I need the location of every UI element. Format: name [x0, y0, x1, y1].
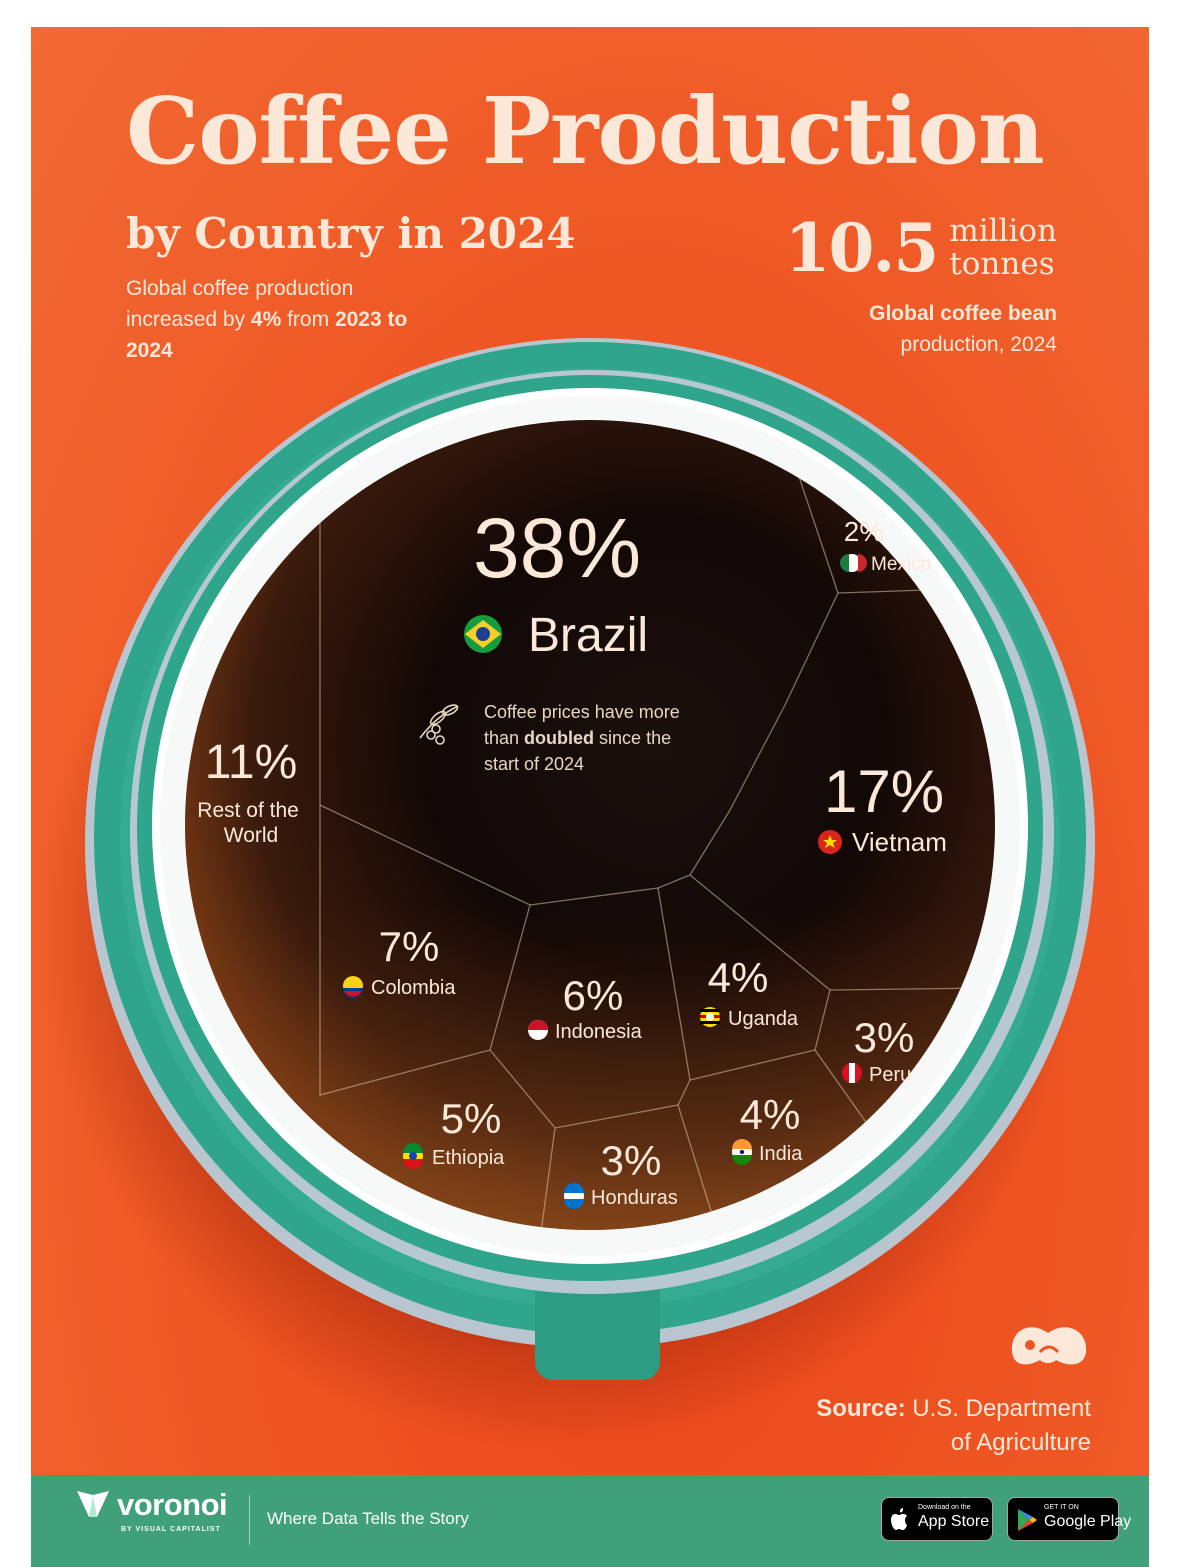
google-play-button[interactable]: GET IT ON Google Play — [1007, 1497, 1131, 1541]
chart-label-value-mexico: 2% — [844, 516, 884, 547]
note-line-1: Coffee prices have more — [484, 702, 680, 722]
intro-text: Global coffee production increased by 4%… — [126, 273, 416, 366]
chart-label-value-honduras: 3% — [601, 1137, 662, 1184]
chart-label-value-brazil: 38% — [473, 501, 641, 595]
coffee-branch-icon — [419, 704, 459, 745]
total-note: Global coffee bean production, 2024 — [797, 298, 1057, 360]
chart-label-country-indonesia: Indonesia — [555, 1021, 643, 1043]
page-subtitle: by Country in 2024 — [126, 209, 576, 258]
intro-mid: from — [281, 308, 335, 331]
chart-label-country-india: India — [759, 1143, 803, 1165]
rest-line-2: World — [224, 824, 278, 847]
google-play-small-text: GET IT ON — [1044, 1504, 1079, 1511]
total-unit: million tonnes — [949, 215, 1057, 281]
voronoi-logo-icon — [77, 1491, 109, 1517]
chart-label-country-uganda: Uganda — [728, 1008, 799, 1030]
chart-label-value-ethiopia: 5% — [441, 1095, 502, 1142]
source-label: Source: — [816, 1395, 906, 1422]
intro-pre: Global coffee production increased by — [126, 277, 354, 331]
voronoi-mascot-icon — [1011, 1327, 1087, 1365]
chart-label-country-rest-of-world: Rest of the World — [197, 799, 304, 847]
flag-icon-mexico — [840, 554, 867, 572]
note-line-2-bold: doubled — [524, 728, 594, 748]
note-line-3: start of 2024 — [484, 754, 584, 774]
flag-icon-indonesia — [528, 1020, 548, 1040]
source-text: U.S. Department of Agriculture — [912, 1395, 1091, 1456]
page-title: Coffee Production — [126, 77, 1045, 185]
chart-label-value-rest-of-world: 11% — [205, 736, 298, 789]
footer-tagline: Where Data Tells the Story — [267, 1509, 469, 1528]
note-line-2a: than — [484, 728, 524, 748]
intro-bold-1: 4% — [250, 308, 282, 331]
total-unit-line-1: million — [949, 213, 1057, 249]
apple-icon — [891, 1508, 907, 1530]
chart-label-value-uganda: 4% — [708, 954, 769, 1001]
chart-label-country-mexico: Mexico — [871, 554, 931, 575]
chart-label-country-brazil: Brazil — [528, 609, 648, 662]
coffee-cup-chart: 38% Brazil Coffee prices have more than … — [40, 338, 1095, 1450]
flag-icon-honduras — [564, 1183, 584, 1209]
app-store-button[interactable]: Download on the App Store — [881, 1497, 993, 1541]
flag-icon-uganda — [700, 1007, 720, 1027]
total-unit-line-2: tonnes — [949, 246, 1055, 282]
flag-icon-brazil — [464, 615, 502, 653]
intro-bold-2: 2023 to 2024 — [126, 308, 408, 362]
footer-bar: voronoi BY VISUAL CAPITALIST Where Data … — [31, 1475, 1149, 1567]
note-line-2b: since the — [594, 728, 671, 748]
footer-divider — [249, 1495, 250, 1545]
chart-label-value-colombia: 7% — [379, 923, 440, 970]
google-play-big-text: Google Play — [1044, 1513, 1132, 1530]
flag-icon-colombia — [343, 976, 363, 998]
chart-label-country-ethiopia: Ethiopia — [432, 1147, 505, 1169]
voronoi-wordmark: voronoi — [117, 1487, 228, 1522]
infographic-poster: 38% Brazil Coffee prices have more than … — [31, 27, 1149, 1567]
app-store-big-text: App Store — [918, 1513, 990, 1530]
chart-label-value-indonesia: 6% — [563, 972, 624, 1019]
app-store-small-text: Download on the — [918, 1504, 971, 1511]
chart-label-value-peru: 3% — [854, 1014, 915, 1061]
total-production: 10.5 million tonnes — [785, 209, 1057, 287]
flag-icon-india — [732, 1139, 752, 1165]
google-play-icon — [1018, 1509, 1037, 1531]
chart-label-value-vietnam: 17% — [824, 758, 944, 825]
total-note-rest: production, 2024 — [900, 333, 1057, 356]
total-value: 10.5 — [784, 209, 940, 287]
voronoi-byline: BY VISUAL CAPITALIST — [121, 1526, 221, 1533]
chart-label-country-honduras: Honduras — [591, 1187, 678, 1209]
flag-icon-ethiopia — [403, 1143, 423, 1169]
chart-label-country-vietnam: Vietnam — [852, 827, 947, 857]
chart-label-country-colombia: Colombia — [371, 977, 456, 999]
chart-label-value-india: 4% — [740, 1091, 801, 1138]
flag-icon-vietnam — [818, 830, 842, 854]
note-text: Coffee prices have more than doubled sin… — [484, 702, 685, 774]
source-credit: Source: U.S. Department of Agriculture — [791, 1392, 1091, 1460]
flag-icon-peru — [842, 1063, 862, 1083]
chart-label-country-peru: Peru — [869, 1064, 911, 1086]
total-note-bold: Global coffee bean — [869, 302, 1057, 325]
rest-line-1: Rest of the — [197, 799, 299, 822]
